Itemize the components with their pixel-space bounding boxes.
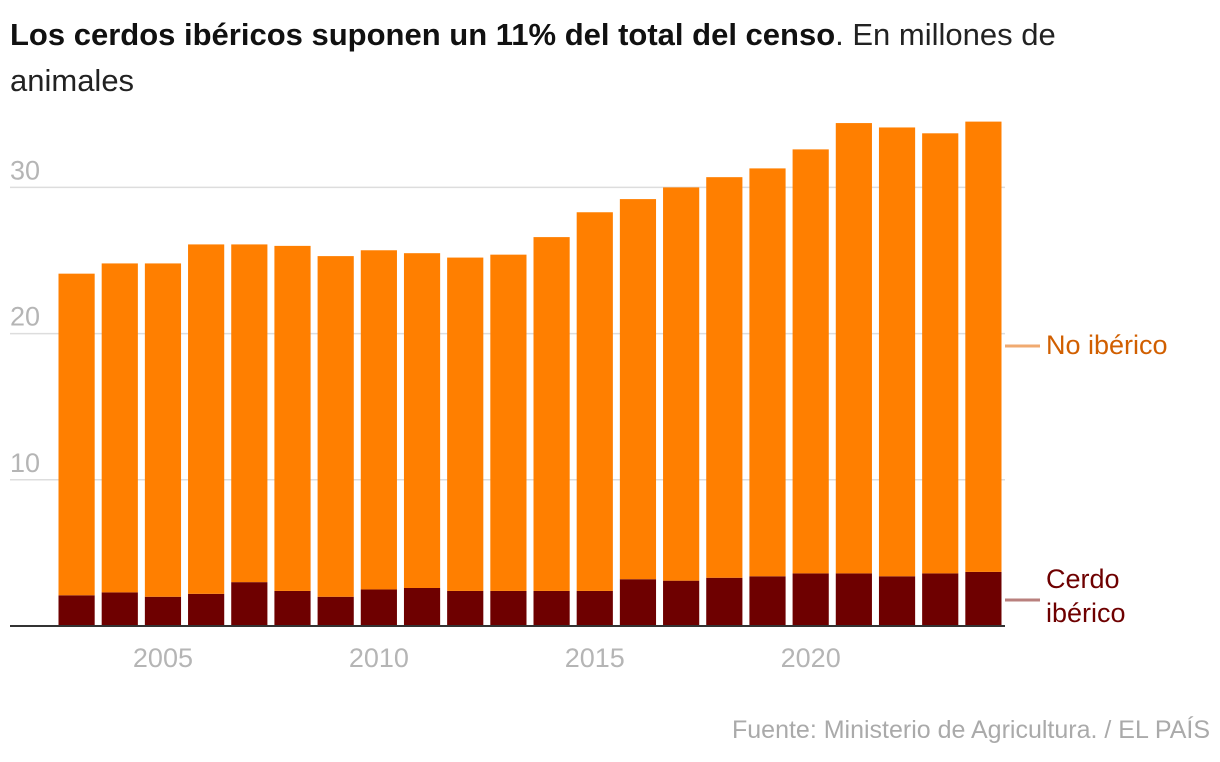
bar-no-iberico-2019 xyxy=(749,168,786,577)
bar-no-iberico-2005 xyxy=(144,263,182,597)
bar-iberico-2007 xyxy=(231,582,268,626)
bar-no-iberico-2016 xyxy=(619,199,657,580)
y-tick-label-20: 20 xyxy=(10,302,40,332)
x-tick-label-2020: 2020 xyxy=(781,643,841,673)
bar-iberico-2015 xyxy=(576,590,613,626)
bar-no-iberico-2004 xyxy=(101,263,138,593)
source-note: Fuente: Ministerio de Agricultura. / EL … xyxy=(731,716,1210,744)
bar-no-iberico-2003 xyxy=(58,273,95,596)
bar-iberico-2008 xyxy=(274,590,311,626)
legend-iberico-label-line2: ibérico xyxy=(1046,598,1126,628)
bar-no-iberico-2024 xyxy=(965,121,1002,572)
bar-no-iberico-2023 xyxy=(922,133,959,574)
bar-no-iberico-2009 xyxy=(317,256,354,597)
x-axis-labels: 2005 2010 2015 2020 xyxy=(133,643,841,673)
bar-iberico-2010 xyxy=(360,589,397,626)
bar-iberico-2016 xyxy=(619,579,657,626)
bar-no-iberico-2014 xyxy=(533,237,570,591)
bar-iberico-2024 xyxy=(965,571,1002,626)
legend-no-iberico-label: No ibérico xyxy=(1046,330,1168,360)
x-tick-label-2015: 2015 xyxy=(565,643,625,673)
y-axis-labels: 10 20 30 xyxy=(10,155,40,477)
bar-iberico-2023 xyxy=(922,573,959,626)
bar-iberico-2013 xyxy=(490,590,527,626)
bar-no-iberico-2006 xyxy=(188,244,225,594)
bar-iberico-2018 xyxy=(706,577,743,626)
bar-iberico-2017 xyxy=(663,580,700,626)
legend: No ibérico Cerdo ibérico xyxy=(1005,330,1168,628)
title-bold: Los cerdos ibéricos suponen un 11% del t… xyxy=(10,17,836,52)
bar-no-iberico-2011 xyxy=(403,253,441,588)
bar-iberico-2003 xyxy=(58,595,95,626)
bar-iberico-2011 xyxy=(403,587,441,626)
bar-iberico-2009 xyxy=(317,596,354,626)
chart-title: Los cerdos ibéricos suponen un 11% del t… xyxy=(10,12,1150,104)
bar-no-iberico-2020 xyxy=(792,149,829,574)
x-tick-label-2010: 2010 xyxy=(349,643,409,673)
bar-no-iberico-2017 xyxy=(663,187,700,581)
bar-iberico-2019 xyxy=(749,576,786,626)
bar-no-iberico-2013 xyxy=(490,254,527,591)
bar-no-iberico-2007 xyxy=(231,244,268,583)
bar-no-iberico-2022 xyxy=(878,127,916,577)
bar-no-iberico-2021 xyxy=(835,123,872,574)
legend-iberico-label-line1: Cerdo xyxy=(1046,564,1120,594)
bar-no-iberico-2008 xyxy=(274,245,311,591)
x-tick-label-2005: 2005 xyxy=(133,643,193,673)
bar-iberico-2022 xyxy=(878,576,916,626)
bar-no-iberico-2010 xyxy=(360,250,397,590)
bar-no-iberico-2012 xyxy=(447,257,484,591)
title-subtitle: . En millones de animales xyxy=(10,17,1056,98)
bar-iberico-2006 xyxy=(188,593,225,626)
bar-iberico-2004 xyxy=(101,592,138,626)
y-tick-label-10: 10 xyxy=(10,448,40,478)
bar-iberico-2021 xyxy=(835,573,872,626)
bar-iberico-2014 xyxy=(533,590,570,626)
y-tick-label-30: 30 xyxy=(10,155,40,185)
bar-iberico-2012 xyxy=(447,590,484,626)
bars xyxy=(58,121,1002,626)
bar-no-iberico-2018 xyxy=(706,177,743,578)
bar-iberico-2005 xyxy=(144,596,182,626)
bar-iberico-2020 xyxy=(792,573,829,626)
bar-no-iberico-2015 xyxy=(576,212,613,591)
